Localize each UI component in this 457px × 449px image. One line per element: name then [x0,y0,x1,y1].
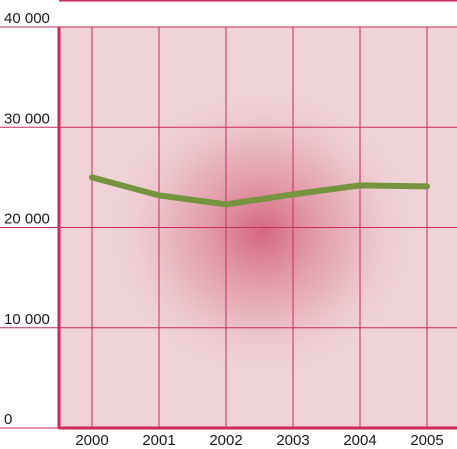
y-tick-label: 20 000 [4,211,50,228]
data-point [158,194,160,196]
data-point [292,193,294,195]
x-tick-label: 2001 [142,432,175,449]
x-tick-label: 2005 [410,432,443,449]
x-tick-label: 2000 [75,432,108,449]
y-tick-label: 40 000 [4,10,50,27]
data-point [359,184,361,186]
tick-labels: 0 10 000 20 000 30 000 40 000 2000 2001 2002 200… [4,10,444,449]
plot-glow [102,82,422,382]
data-point [91,176,93,178]
grid [0,26,457,430]
x-tick-label: 2004 [343,432,376,449]
x-tick-label: 2002 [209,432,242,449]
y-tick-label: 10 000 [4,311,50,328]
y-tick-label: 0 [4,411,12,428]
plot-area [59,0,457,428]
data-point [225,203,227,205]
series-line [89,174,430,208]
y-tick-label: 30 000 [4,110,50,127]
x-tick-label: 2003 [276,432,309,449]
data-point [426,185,428,187]
series-layer [89,174,430,208]
